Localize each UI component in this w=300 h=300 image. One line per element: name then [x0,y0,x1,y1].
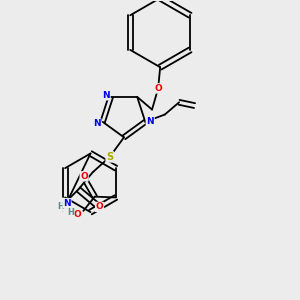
Text: H: H [57,202,64,211]
Text: O: O [96,202,104,211]
Text: S: S [106,152,113,162]
Text: O: O [80,172,88,181]
Text: N: N [146,117,154,126]
Text: O: O [154,84,162,93]
Text: N: N [63,199,71,208]
Text: N: N [102,91,110,100]
Text: N: N [93,119,101,128]
Text: H: H [67,208,74,217]
Text: O: O [74,211,82,220]
